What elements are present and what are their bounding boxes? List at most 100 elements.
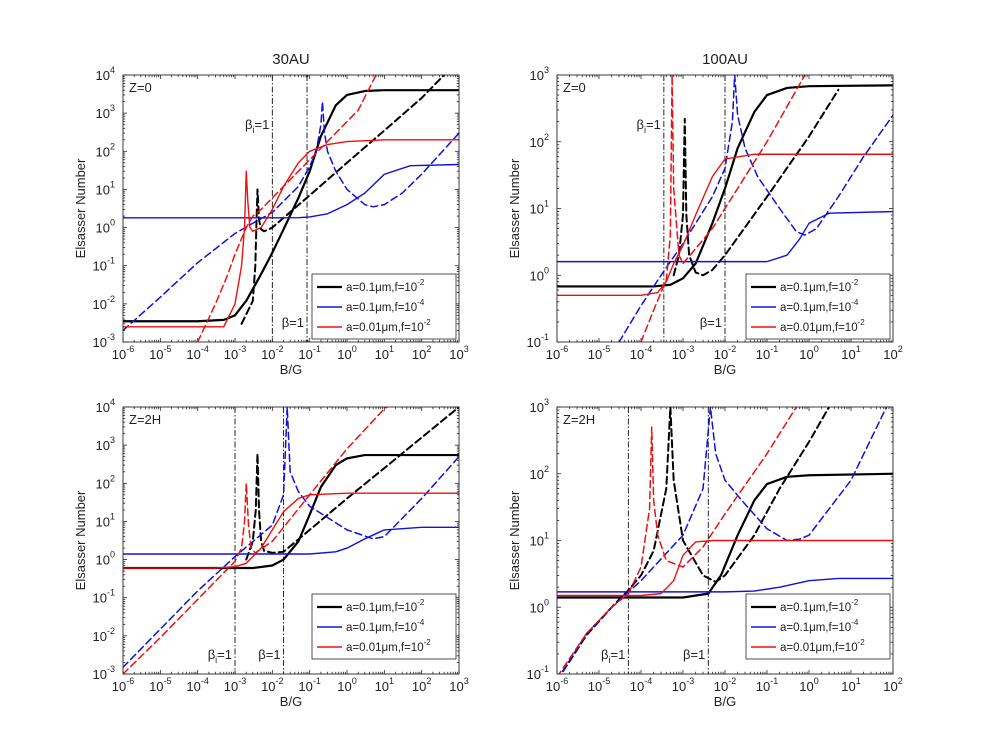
y-tick-exponent: 1 <box>544 531 549 541</box>
y-tick-label: 102 <box>96 473 115 491</box>
x-tick-base: 10 <box>337 347 351 362</box>
legend-text: a=0.01μm,f=10 <box>780 322 858 334</box>
legend-exponent: -2 <box>851 278 859 287</box>
legend: a=0.1μm,f=10-2a=0.1μm,f=10-4a=0.01μm,f=1… <box>745 593 891 660</box>
x-tick-exponent: -4 <box>201 344 209 354</box>
y-tick-base: 10 <box>96 514 110 529</box>
legend-label: a=0.01μm,f=10-2 <box>346 318 431 334</box>
x-tick-label: 10-1 <box>756 676 778 694</box>
x-tick-exponent: -6 <box>126 344 134 354</box>
y-tick-exponent: -3 <box>107 664 115 674</box>
x-tick-label: 10-5 <box>149 676 171 694</box>
curves <box>557 75 893 342</box>
legend-text: a=0.1μm,f=10 <box>780 282 851 294</box>
x-tick-base: 10 <box>149 679 163 694</box>
x-tick-label: 10-1 <box>298 344 320 362</box>
x-axis-label: B/G <box>714 694 736 709</box>
legend-text: a=0.01μm,f=10 <box>780 642 858 654</box>
y-tick-label: 103 <box>530 397 549 415</box>
x-tick-exponent: 0 <box>814 344 819 354</box>
y-tick-label: 104 <box>96 397 115 415</box>
x-tick-exponent: -6 <box>560 676 568 686</box>
x-tick-exponent: 3 <box>464 344 469 354</box>
y-tick-exponent: 0 <box>110 218 115 228</box>
x-tick-label: 101 <box>375 676 394 694</box>
beta-symbol: β <box>683 647 690 662</box>
x-tick-exponent: -5 <box>602 676 610 686</box>
x-tick-base: 10 <box>412 679 426 694</box>
x-tick-exponent: 0 <box>814 676 819 686</box>
y-tick-base: 10 <box>96 476 110 491</box>
x-tick-base: 10 <box>841 347 855 362</box>
y-tick-exponent: 3 <box>544 397 549 407</box>
x-tick-label: 10-2 <box>714 344 736 362</box>
x-tick-base: 10 <box>588 347 602 362</box>
x-tick-exponent: 1 <box>389 344 394 354</box>
legend-text: a=0.1μm,f=10 <box>346 282 417 294</box>
series-line-4 <box>123 407 459 669</box>
series-line-1 <box>557 472 893 599</box>
y-tick-base: 10 <box>96 553 110 568</box>
beta-symbol: β <box>258 647 265 662</box>
x-tick-base: 10 <box>337 679 351 694</box>
series-line-6 <box>558 407 798 674</box>
y-tick-base: 10 <box>96 144 110 159</box>
legend-label: a=0.1μm,f=10-4 <box>346 618 425 634</box>
x-tick-label: 102 <box>883 344 902 362</box>
x-tick-base: 10 <box>261 347 275 362</box>
legend-label: a=0.1μm,f=10-4 <box>780 298 859 314</box>
panel-label: Z=0 <box>563 80 586 95</box>
y-tick-exponent: 0 <box>544 597 549 607</box>
x-axis-label: B/G <box>714 362 736 377</box>
x-tick-base: 10 <box>449 347 463 362</box>
x-tick-label: 101 <box>841 344 860 362</box>
legend-text: a=0.1μm,f=10 <box>346 622 417 634</box>
x-tick-label: 10-6 <box>112 676 134 694</box>
y-tick-base: 10 <box>530 600 544 615</box>
beta-subscript: i <box>215 655 217 665</box>
legend-text: a=0.01μm,f=10 <box>346 642 424 654</box>
x-tick-label: 100 <box>337 344 356 362</box>
beta-value: =1 <box>690 647 705 662</box>
x-tick-exponent: 2 <box>426 676 431 686</box>
x-tick-label: 10-1 <box>298 676 320 694</box>
legend-label: a=0.1μm,f=10-2 <box>346 598 425 614</box>
x-tick-exponent: -3 <box>686 676 694 686</box>
x-tick-base: 10 <box>546 679 560 694</box>
y-tick-exponent: 4 <box>110 65 115 75</box>
x-tick-exponent: -2 <box>276 344 284 354</box>
legend-exponent: -2 <box>424 318 432 327</box>
series-line-3 <box>557 210 893 263</box>
x-tick-label: 10-4 <box>630 676 652 694</box>
y-tick-base: 10 <box>96 221 110 236</box>
x-tick-label: 10-4 <box>186 676 208 694</box>
series-line-1 <box>557 84 893 288</box>
y-tick-label: 100 <box>530 265 549 283</box>
x-tick-base: 10 <box>799 347 813 362</box>
y-tick-exponent: 0 <box>544 265 549 275</box>
x-tick-label: 101 <box>841 676 860 694</box>
legend-label: a=0.01μm,f=10-2 <box>780 638 865 654</box>
y-tick-label: 101 <box>96 511 115 529</box>
legend-label: a=0.1μm,f=10-4 <box>780 618 859 634</box>
beta-label: βi=1 <box>637 117 661 135</box>
panel-label: Z=2H <box>129 412 161 427</box>
legend-exponent: -2 <box>417 598 425 607</box>
y-tick-base: 10 <box>93 667 107 682</box>
beta-subscript: i <box>609 655 611 665</box>
x-tick-exponent: -4 <box>201 676 209 686</box>
y-tick-label: 10-2 <box>93 626 115 644</box>
legend-label: a=0.1μm,f=10-2 <box>780 278 859 294</box>
beta-symbol: β <box>208 647 215 662</box>
beta-label: βi=1 <box>208 647 232 665</box>
legend-exponent: -4 <box>417 298 425 307</box>
x-tick-base: 10 <box>186 679 200 694</box>
x-tick-exponent: -5 <box>164 676 172 686</box>
y-tick-base: 10 <box>530 400 544 415</box>
legend: a=0.1μm,f=10-2 a=0.1μm,f=10-4 a=0.01μm,f=1… <box>745 273 891 340</box>
x-tick-base: 10 <box>883 679 897 694</box>
y-tick-label: 100 <box>530 597 549 615</box>
x-tick-base: 10 <box>588 679 602 694</box>
